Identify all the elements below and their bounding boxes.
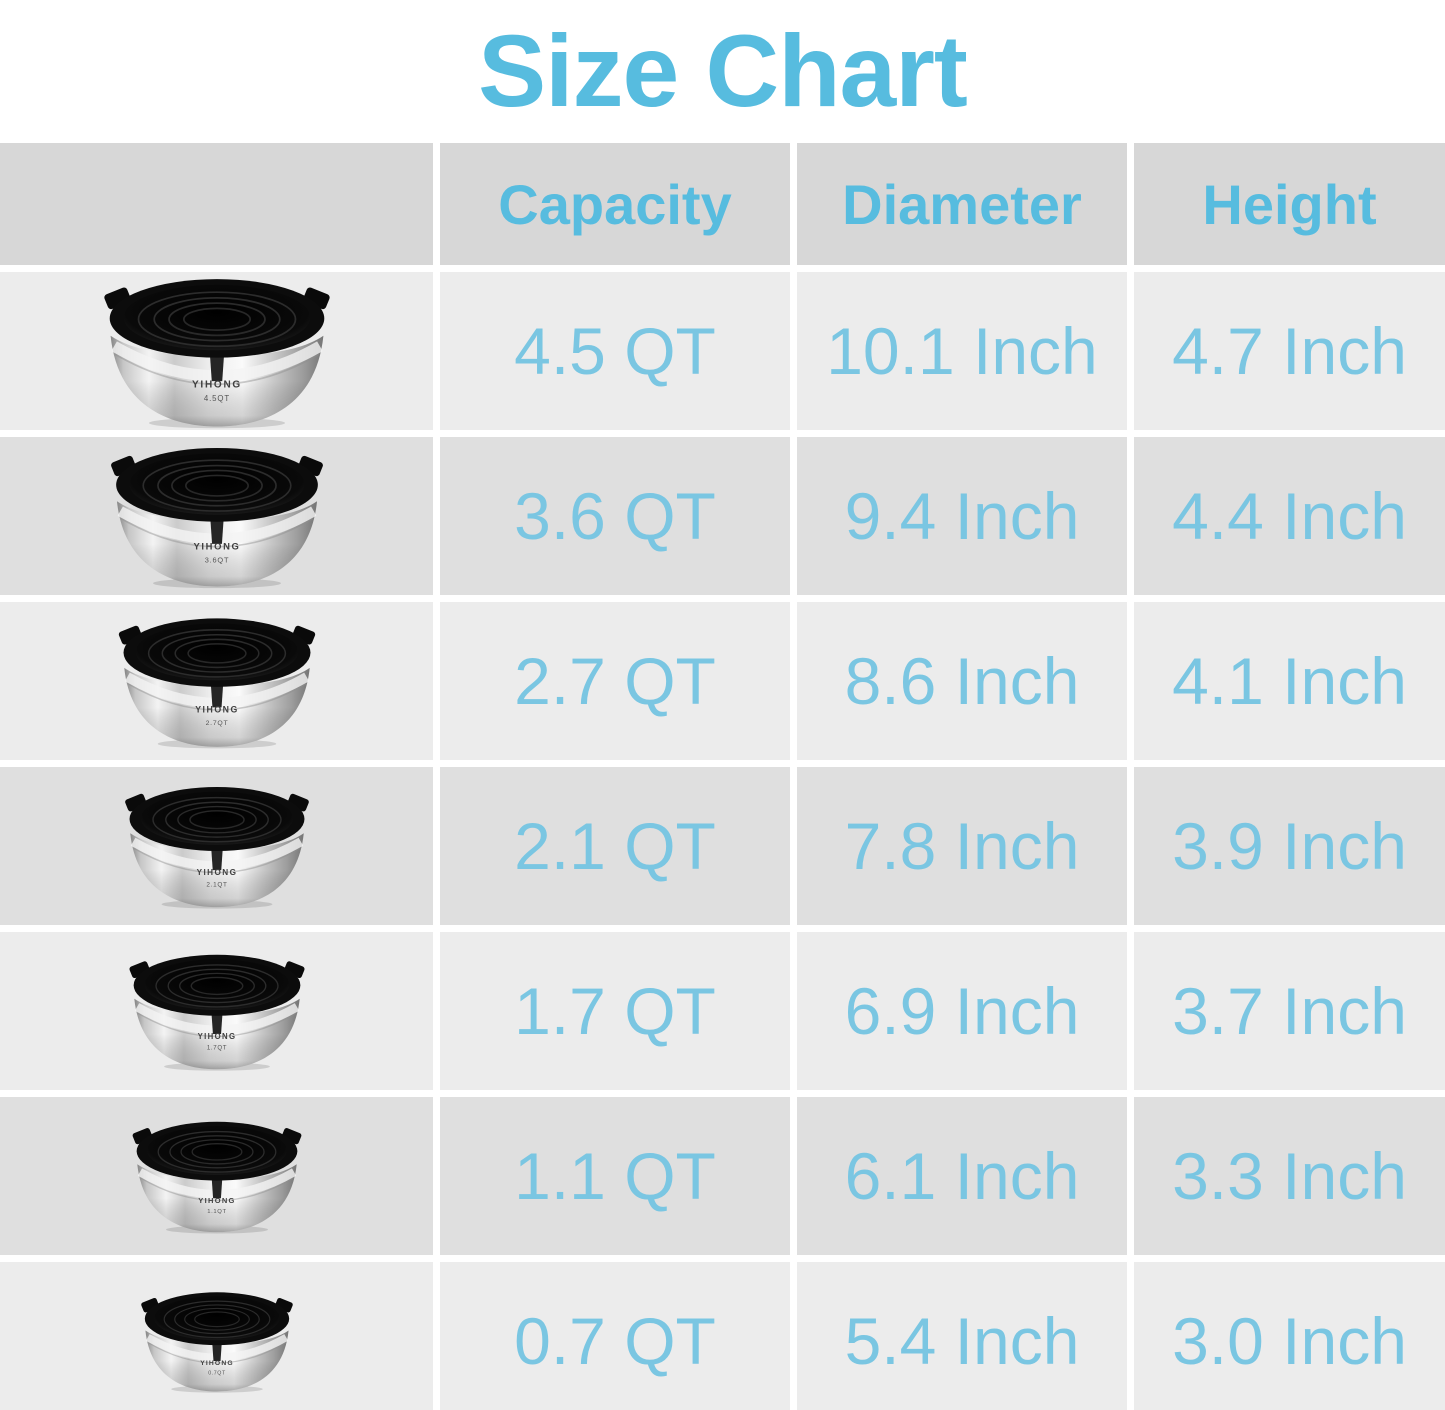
mixing-bowl-image: YIHONG 3.6QT bbox=[110, 447, 323, 589]
diameter-cell: 5.4 Inch bbox=[797, 1262, 1127, 1410]
diameter-column-header: Diameter bbox=[797, 143, 1127, 265]
capacity-cell: 1.7 QT bbox=[440, 932, 790, 1090]
bowl-cell: YIHONG 1.7QT bbox=[0, 932, 433, 1090]
capacity-cell: 2.1 QT bbox=[440, 767, 790, 925]
bowl-brand-engraving: YIHONG bbox=[197, 1032, 236, 1041]
diameter-cell: 9.4 Inch bbox=[797, 437, 1127, 595]
bowl-size-engraving: 2.7QT bbox=[205, 719, 228, 726]
bowl-graphic bbox=[103, 278, 330, 428]
bowl-size-engraving: 1.1QT bbox=[207, 1209, 227, 1215]
height-cell: 3.0 Inch bbox=[1134, 1262, 1445, 1410]
capacity-cell: 2.7 QT bbox=[440, 602, 790, 760]
bowl-brand-engraving: YIHONG bbox=[193, 541, 240, 552]
capacity-cell: 4.5 QT bbox=[440, 272, 790, 430]
bowl-size-engraving: 1.7QT bbox=[206, 1045, 226, 1052]
mixing-bowl-image: YIHONG 2.7QT bbox=[118, 617, 315, 748]
height-cell: 4.7 Inch bbox=[1134, 272, 1445, 430]
bowl-cell: YIHONG 2.7QT bbox=[0, 602, 433, 760]
bowl-size-engraving: 3.6QT bbox=[204, 556, 229, 565]
size-table: Capacity Diameter Height bbox=[0, 143, 1445, 1410]
height-column-header: Height bbox=[1134, 143, 1445, 265]
bowl-size-engraving: 4.5QT bbox=[203, 394, 229, 403]
diameter-cell: 8.6 Inch bbox=[797, 602, 1127, 760]
bowl-size-engraving: 0.7QT bbox=[208, 1370, 226, 1376]
bowl-brand-engraving: YIHONG bbox=[200, 1360, 234, 1367]
bowl-graphic bbox=[140, 1292, 293, 1393]
bowl-brand-engraving: YIHONG bbox=[192, 379, 242, 390]
height-cell: 3.3 Inch bbox=[1134, 1097, 1445, 1255]
bowl-graphic bbox=[110, 447, 323, 589]
mixing-bowl-image: YIHONG 1.1QT bbox=[132, 1121, 301, 1234]
bowl-graphic bbox=[124, 786, 309, 909]
bowl-cell: YIHONG 0.7QT bbox=[0, 1262, 433, 1410]
bowl-graphic bbox=[118, 617, 315, 748]
diameter-cell: 7.8 Inch bbox=[797, 767, 1127, 925]
bowl-brand-engraving: YIHONG bbox=[195, 704, 239, 714]
bowl-cell: YIHONG 3.6QT bbox=[0, 437, 433, 595]
bowl-graphic bbox=[132, 1121, 301, 1234]
capacity-cell: 0.7 QT bbox=[440, 1262, 790, 1410]
height-cell: 4.1 Inch bbox=[1134, 602, 1445, 760]
bowl-graphic bbox=[128, 954, 305, 1071]
mixing-bowl-image: YIHONG 0.7QT bbox=[140, 1292, 293, 1393]
height-cell: 3.9 Inch bbox=[1134, 767, 1445, 925]
page-title: Size Chart bbox=[478, 14, 968, 128]
image-column-header-cell bbox=[0, 143, 433, 265]
capacity-cell: 3.6 QT bbox=[440, 437, 790, 595]
mixing-bowl-image: YIHONG 2.1QT bbox=[124, 786, 309, 909]
mixing-bowl-image: YIHONG 1.7QT bbox=[128, 954, 305, 1071]
diameter-cell: 10.1 Inch bbox=[797, 272, 1127, 430]
mixing-bowl-image: YIHONG 4.5QT bbox=[103, 278, 330, 428]
bowl-brand-engraving: YIHONG bbox=[196, 868, 237, 877]
bowl-cell: YIHONG 1.1QT bbox=[0, 1097, 433, 1255]
bowl-cell: YIHONG 2.1QT bbox=[0, 767, 433, 925]
bowl-cell: YIHONG 4.5QT bbox=[0, 272, 433, 430]
capacity-column-header: Capacity bbox=[440, 143, 790, 265]
bowl-brand-engraving: YIHONG bbox=[198, 1196, 235, 1205]
diameter-cell: 6.1 Inch bbox=[797, 1097, 1127, 1255]
height-cell: 4.4 Inch bbox=[1134, 437, 1445, 595]
height-cell: 3.7 Inch bbox=[1134, 932, 1445, 1090]
bowl-size-engraving: 2.1QT bbox=[206, 882, 227, 889]
capacity-cell: 1.1 QT bbox=[440, 1097, 790, 1255]
diameter-cell: 6.9 Inch bbox=[797, 932, 1127, 1090]
